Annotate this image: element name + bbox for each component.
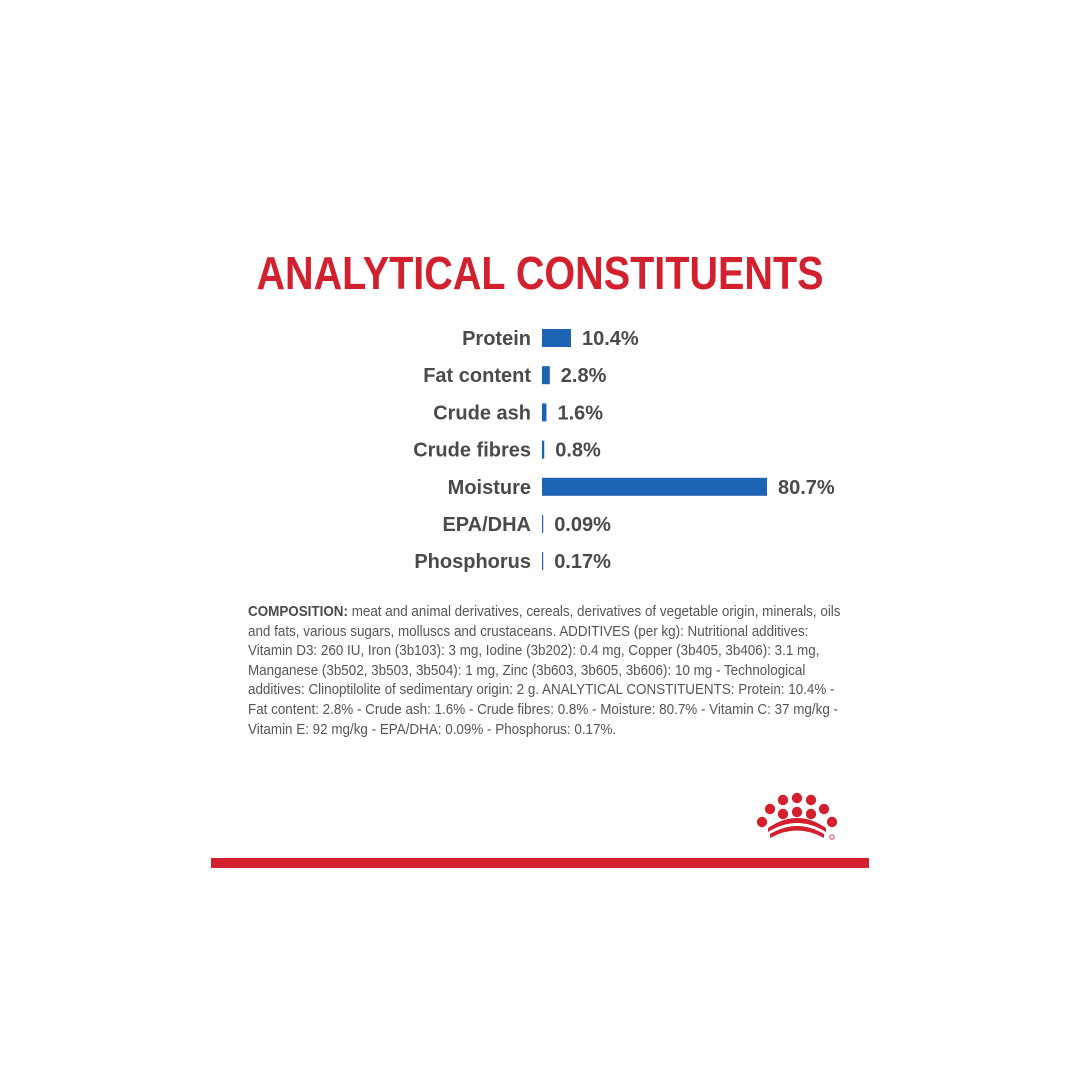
composition-body: meat and animal derivatives, cereals, de… [248, 604, 841, 738]
value-label: 10.4% [582, 328, 639, 350]
bar [542, 403, 547, 422]
composition-text: COMPOSITION: meat and animal derivatives… [248, 603, 855, 740]
value-label: 0.09% [554, 514, 611, 536]
category-label: EPA/DHA [442, 514, 531, 536]
category-label: Fat content [423, 365, 531, 387]
value-label: 1.6% [557, 402, 603, 424]
value-label: 80.7% [778, 477, 835, 499]
bar [542, 440, 545, 459]
bar [542, 366, 550, 385]
value-label: 0.8% [555, 440, 601, 462]
category-label: Phosphorus [414, 551, 531, 573]
bar [542, 552, 544, 571]
value-label: 2.8% [561, 365, 607, 387]
bar [542, 477, 767, 496]
footer-accent-line [211, 858, 869, 868]
category-label: Moisture [448, 477, 531, 499]
constituents-bar-chart: Protein 10.4% Fat content 2.8% Crude ash 1.6%… [413, 328, 835, 573]
bar [542, 329, 571, 347]
composition-label: COMPOSITION: [248, 604, 348, 620]
category-label: Crude fibres [413, 440, 531, 462]
value-label: 0.17% [554, 551, 611, 573]
category-label: Protein [462, 328, 531, 350]
chart-title: ANALYTICAL CONSTITUENTS [256, 247, 824, 299]
category-label: Crude ash [433, 402, 531, 424]
crown-icon [756, 792, 838, 840]
bar [542, 515, 544, 533]
